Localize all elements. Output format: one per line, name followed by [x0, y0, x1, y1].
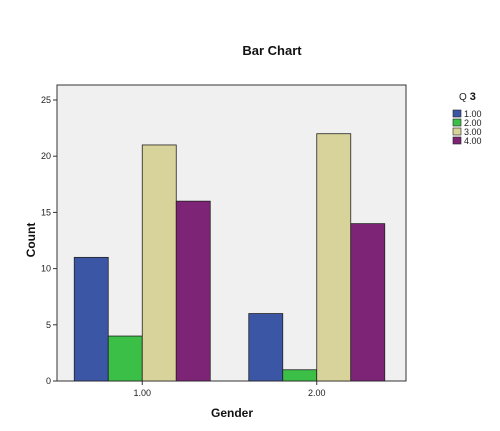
y-tick-label: 10	[41, 264, 51, 274]
bar-2.00-1.00	[107, 335, 143, 382]
x-tick-label: 2.00	[308, 388, 326, 398]
y-tick-label: 25	[41, 95, 51, 105]
y-tick-label: 20	[41, 151, 51, 161]
bar-1.00-2.00	[248, 313, 284, 382]
bar-4.00-2.00	[350, 223, 386, 382]
chart-title: Bar Chart	[242, 43, 302, 58]
bar-3.00-2.00	[316, 133, 352, 382]
bars	[73, 133, 386, 382]
bar-1.00-1.00	[73, 256, 109, 382]
legend-label: 1.00	[464, 109, 482, 119]
x-axis-label: Gender	[211, 406, 253, 420]
y-axis: 0 5 10 15 20 25	[41, 95, 57, 386]
legend-title-suffix: 3	[470, 91, 476, 103]
legend-label: 2.00	[464, 118, 482, 128]
y-tick-label: 0	[46, 376, 51, 386]
y-tick-label: 15	[41, 207, 51, 217]
x-axis: 1.00 2.00	[133, 381, 326, 398]
bar-4.00-1.00	[175, 200, 211, 382]
x-tick-label: 1.00	[133, 388, 151, 398]
legend-label: 3.00	[464, 127, 482, 137]
legend-swatch	[452, 127, 462, 136]
legend-swatch	[452, 118, 462, 127]
y-tick-label: 5	[46, 320, 51, 330]
legend-swatch	[452, 109, 462, 118]
legend-swatch	[452, 136, 462, 145]
legend-title-prefix: Q	[459, 92, 467, 103]
bar-3.00-1.00	[141, 144, 177, 382]
bar-2.00-2.00	[282, 369, 318, 382]
legend-label: 4.00	[464, 136, 482, 146]
y-axis-label: Count	[24, 223, 38, 258]
